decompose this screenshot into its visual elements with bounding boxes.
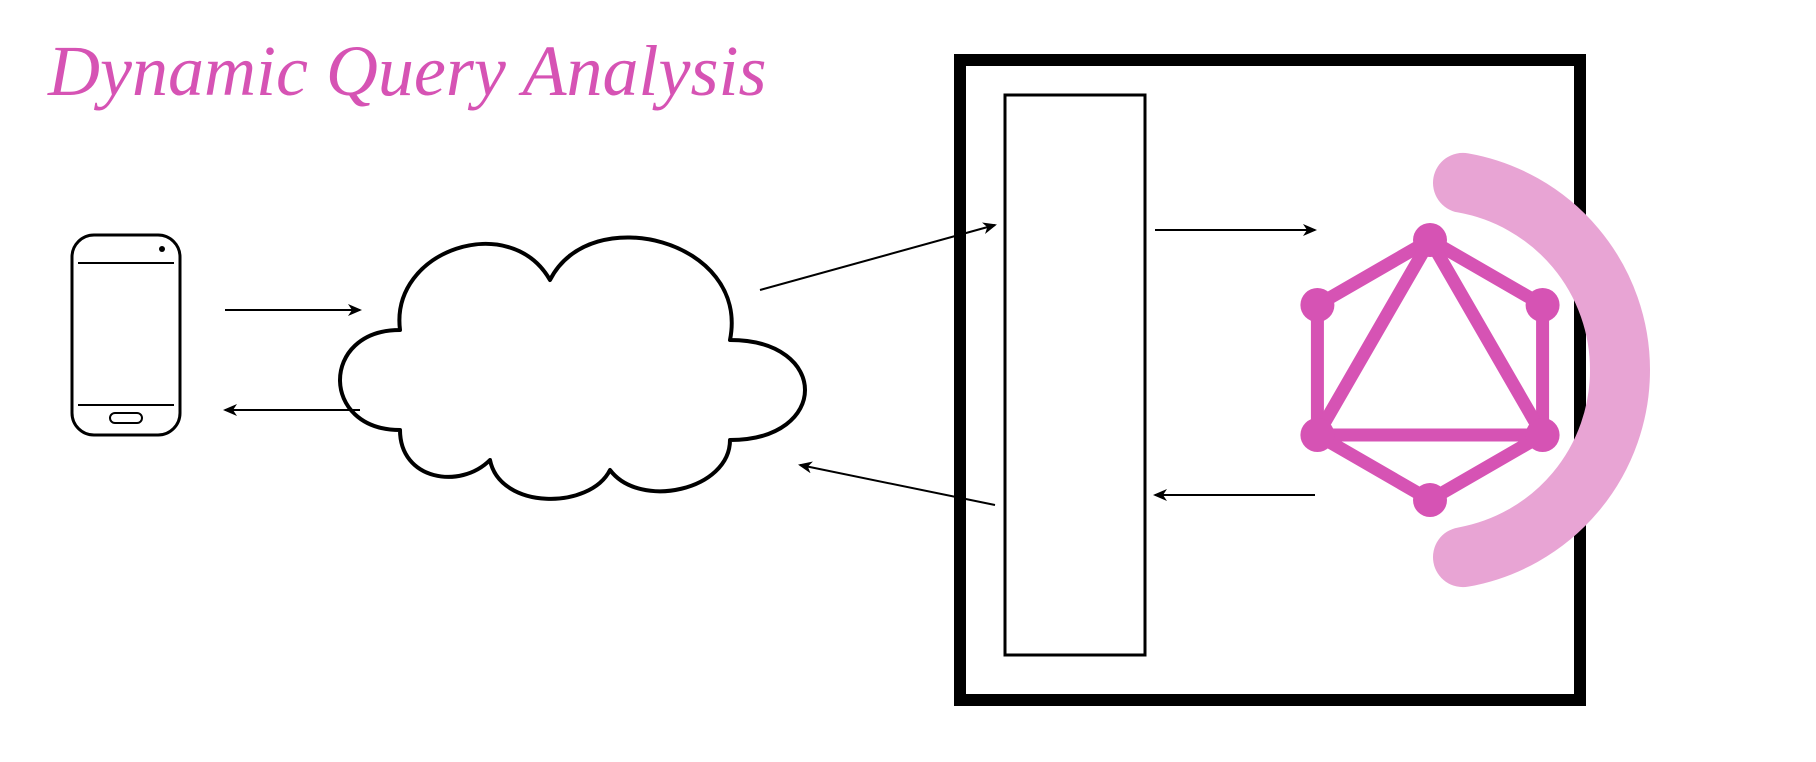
phone-icon [72, 235, 180, 435]
diagram-svg [0, 0, 1816, 762]
server-inner-rect [1005, 95, 1145, 655]
arrows-group [225, 225, 1315, 505]
graphql-icon [1300, 183, 1620, 557]
server-box [960, 60, 1580, 700]
diagram-canvas: Dynamic Query Analysis [0, 0, 1816, 762]
cloud-icon [340, 237, 805, 498]
